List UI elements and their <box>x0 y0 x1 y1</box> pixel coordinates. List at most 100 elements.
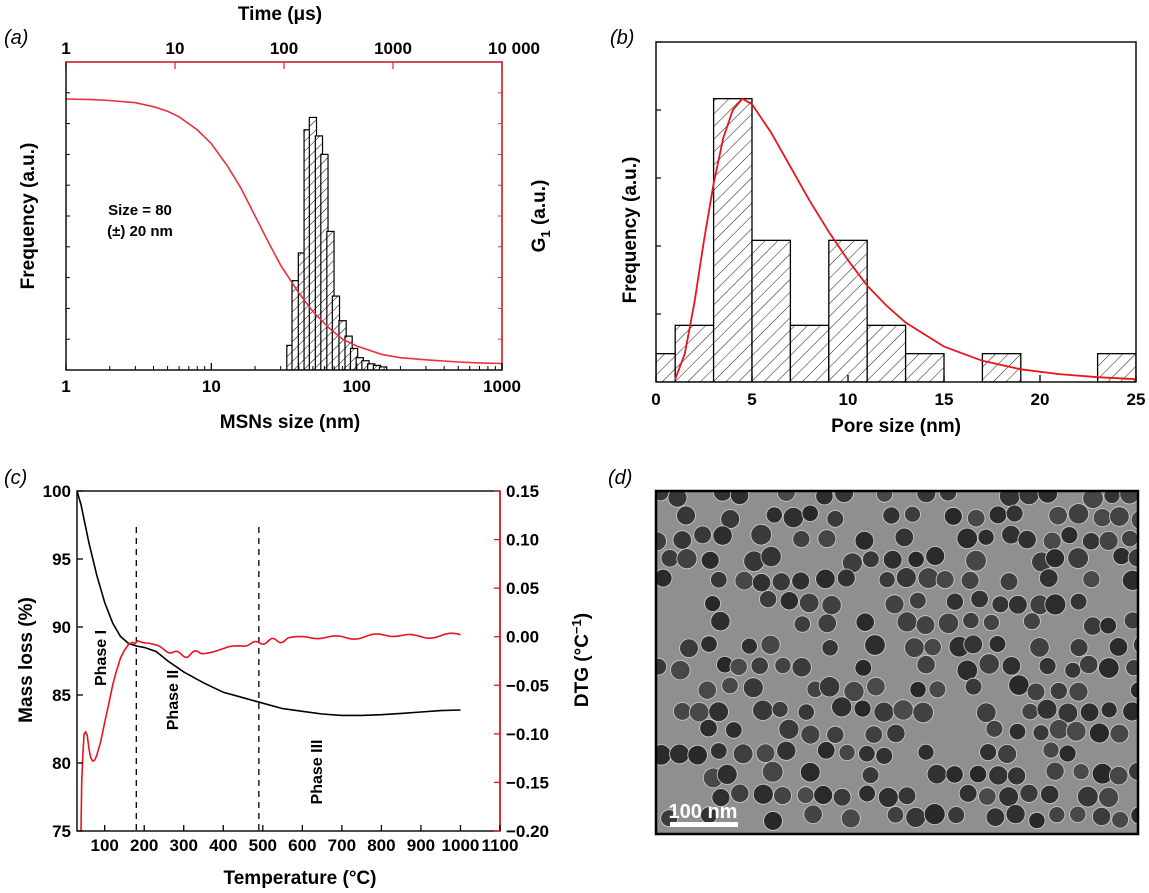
chart-b-frame <box>655 41 1137 383</box>
chart-a-minor-ticks <box>66 92 502 370</box>
chart-a-bars <box>286 116 388 370</box>
chart-b-bar <box>751 239 792 382</box>
micrograph-particle <box>750 656 769 675</box>
micrograph-particle <box>939 491 958 502</box>
chart-b-x-tick-label: 0 <box>651 390 660 409</box>
micrograph-particle <box>1045 548 1065 569</box>
chart-c-y-tick-label: 75 <box>52 822 71 841</box>
micrograph-particle <box>1083 616 1103 636</box>
micrograph-particle <box>978 653 1000 675</box>
micrograph-particle <box>712 525 733 546</box>
micrograph-particle <box>853 699 872 718</box>
chart-b-x-tick-label: 5 <box>747 390 756 409</box>
micrograph-particle <box>821 595 842 616</box>
chart-a-x2-tick-label: 1000 <box>374 39 412 58</box>
micrograph-particle <box>821 639 839 657</box>
chart-b-x-tick-label: 10 <box>839 390 858 409</box>
micrograph-particle <box>741 637 758 655</box>
micrograph-particle <box>864 634 886 656</box>
chart-a-annotation-line1: Size = 80 <box>108 202 172 219</box>
panel-a-label: (a) <box>4 27 28 49</box>
micrograph-particle <box>843 681 865 703</box>
micrograph-particle <box>734 571 754 591</box>
micrograph-particle <box>962 611 980 630</box>
micrograph-particle <box>1130 510 1138 530</box>
chart-c-mass-loss-line <box>77 491 461 717</box>
chart-b-x-label: Pore size (nm) <box>831 416 961 437</box>
micrograph-particle <box>803 804 823 825</box>
micrograph-particle <box>1048 719 1070 740</box>
micrograph-particle <box>1079 702 1100 723</box>
micrograph-particle <box>817 529 837 549</box>
micrograph-particle <box>689 702 710 723</box>
micrograph-particle <box>982 613 1000 631</box>
micrograph-particle <box>1069 805 1087 823</box>
micrograph-particle <box>1005 504 1024 523</box>
micrograph-particle <box>882 549 903 570</box>
micrograph-particles <box>656 491 1138 831</box>
scale-bar-label: 100 nm <box>669 801 738 823</box>
micrograph-particle <box>760 634 781 655</box>
micrograph-particle <box>796 786 815 804</box>
micrograph-particle <box>1057 702 1079 724</box>
chart-c: (c) 100 200 300 400 500 600 700 800 900 1000 1100 7… <box>4 467 593 889</box>
micrograph-particle <box>776 740 797 761</box>
micrograph-particle <box>965 549 987 572</box>
micrograph-particle <box>1130 806 1138 825</box>
micrograph-particle <box>1123 611 1138 630</box>
micrograph-particle <box>761 760 784 783</box>
panel-b-label: (b) <box>610 27 634 49</box>
chart-a-x2-tick-label: 10 000 <box>488 39 540 58</box>
micrograph-particle <box>958 784 978 803</box>
micrograph-particle <box>886 806 905 824</box>
chart-b-bar <box>656 353 676 382</box>
micrograph-particle <box>970 589 989 609</box>
micrograph-particle <box>834 491 854 503</box>
micrograph-particle <box>1001 656 1022 676</box>
chart-c-y2-tick-label: 0.00 <box>506 628 539 647</box>
micrograph-particle <box>670 659 691 681</box>
micrograph-particle <box>884 594 905 615</box>
phase-1-label: Phase I <box>93 630 110 686</box>
chart-c-y2-tick-label: 0.05 <box>506 579 539 598</box>
micrograph-particle <box>895 567 917 588</box>
micrograph-particle <box>679 638 699 659</box>
micrograph-particle <box>1008 674 1030 696</box>
chart-b-x-tick-label: 20 <box>1031 390 1050 409</box>
micrograph-particle <box>935 570 955 589</box>
chart-c-y2-tick-label: −0.10 <box>506 725 549 744</box>
micrograph-particle <box>817 741 836 760</box>
micrograph-particle <box>999 572 1019 591</box>
micrograph-particle <box>840 808 861 829</box>
micrograph-particle <box>1108 765 1129 786</box>
chart-b-bars <box>656 98 1136 382</box>
micrograph-particle <box>791 657 812 678</box>
micrograph-particle <box>1026 682 1046 702</box>
chart-c-y2-tick-label: −0.05 <box>506 676 549 695</box>
chart-c-y2-tick-label: −0.20 <box>506 822 549 841</box>
micrograph-particle <box>763 811 783 831</box>
micrograph-particle <box>956 659 979 682</box>
micrograph-particle <box>978 787 997 806</box>
micrograph-particle <box>1049 681 1068 700</box>
micrograph-particle <box>945 765 964 784</box>
micrograph-particle <box>1038 657 1057 675</box>
micrograph-particle <box>676 505 696 526</box>
micrograph-panel: (d) 100 nm <box>608 467 1140 836</box>
micrograph-particle <box>725 721 743 739</box>
chart-c-y2-tick-label: 0.10 <box>506 531 539 550</box>
micrograph-particle <box>985 719 1004 738</box>
micrograph-particle <box>838 744 856 762</box>
chart-c-y-tick-label: 80 <box>52 754 71 773</box>
micrograph-particle <box>676 548 698 570</box>
micrograph-particle <box>1119 491 1138 505</box>
chart-a-y2-label: G1 (a.u.) <box>529 180 553 253</box>
chart-c-phase-dividers <box>135 527 260 831</box>
chart-c-x-tick-label: 700 <box>328 836 356 855</box>
micrograph-particle <box>1029 637 1050 658</box>
chart-b-x-tick-label: 15 <box>935 390 954 409</box>
micrograph-particle <box>1098 531 1119 551</box>
micrograph-particle <box>815 568 836 590</box>
micrograph-particle <box>1036 698 1058 720</box>
micrograph-particle <box>818 676 841 698</box>
